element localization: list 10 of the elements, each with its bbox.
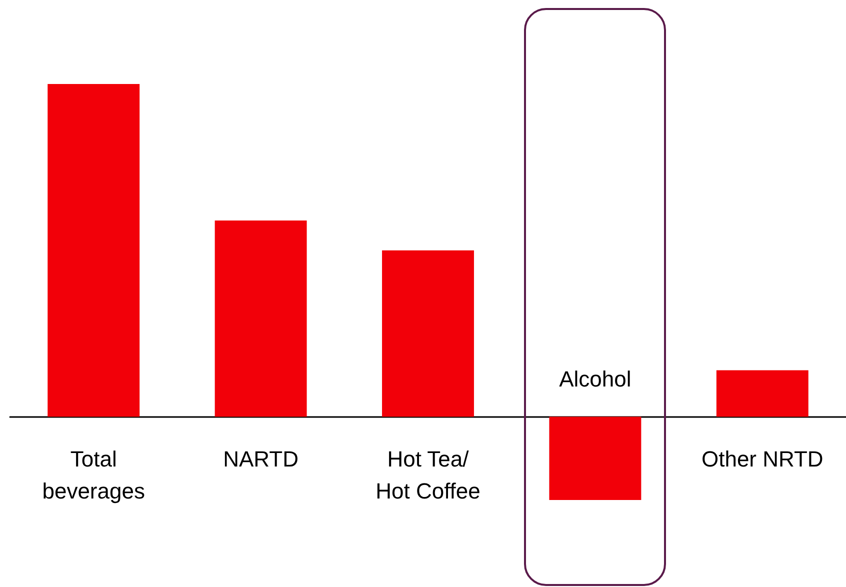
x-tick-label: Alcohol: [559, 366, 632, 392]
bar: [716, 370, 808, 417]
x-tick-label: Other NRTD: [701, 446, 824, 472]
bar: [48, 84, 140, 417]
x-tick-label: NARTD: [223, 446, 298, 472]
bar: [549, 416, 642, 500]
bar: [382, 250, 474, 417]
x-tick-label: Hot Tea/ Hot Coffee: [376, 446, 480, 504]
bar: [214, 220, 307, 417]
x-tick-label: Total beverages: [42, 446, 145, 504]
